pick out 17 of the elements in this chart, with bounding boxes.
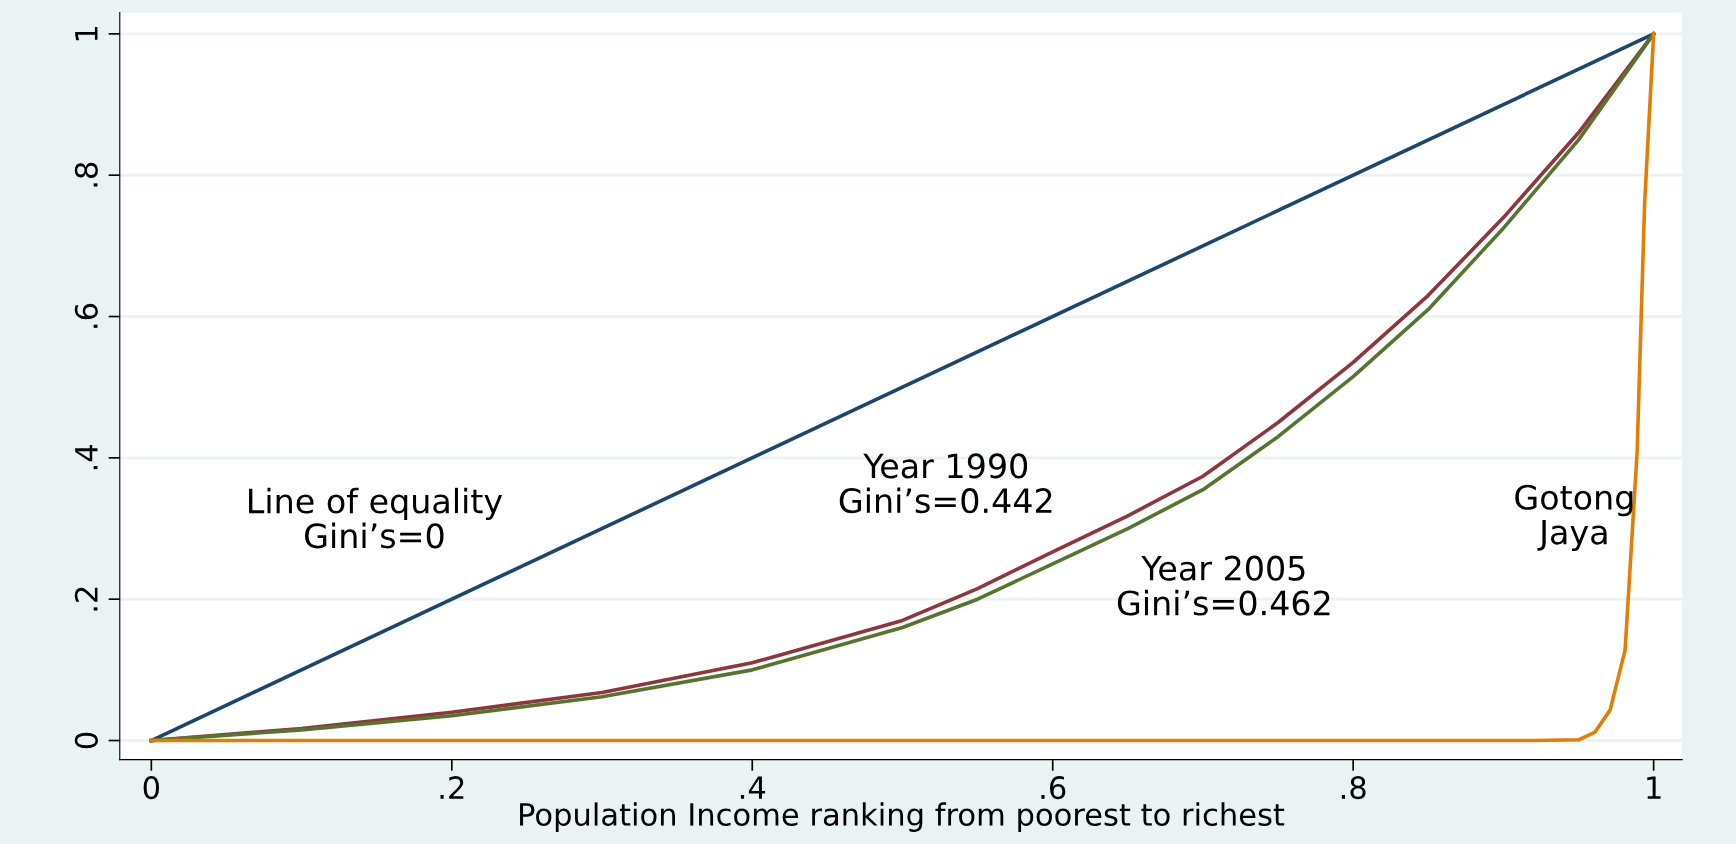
y-tick-label: .4 xyxy=(75,444,98,470)
x-tick-label: .4 xyxy=(740,776,766,799)
y-tick-label: .8 xyxy=(74,162,98,187)
y-tick-label: 0 xyxy=(74,732,98,749)
annotation: Year 1990 Gini’s=0.442 xyxy=(839,453,1052,514)
x-tick-label: .6 xyxy=(1041,776,1066,800)
y-tick-label: .2 xyxy=(74,587,98,611)
x-axis-title: Population Income ranking from poorest to richest xyxy=(520,802,1285,832)
annotation: Gotong Jaya xyxy=(1515,484,1633,552)
x-tick-label: .8 xyxy=(1341,776,1366,800)
x-tick-label: 0 xyxy=(143,776,160,800)
y-tick-label: .6 xyxy=(74,303,98,328)
x-tick-label: 1 xyxy=(1647,776,1661,799)
y-tick-label: 1 xyxy=(75,26,98,41)
annotation: Line of equality Gini’s=0 xyxy=(249,487,503,549)
x-tick-label: .2 xyxy=(440,776,464,799)
annotation: Year 2005 Gini’s=0.462 xyxy=(1117,555,1330,616)
